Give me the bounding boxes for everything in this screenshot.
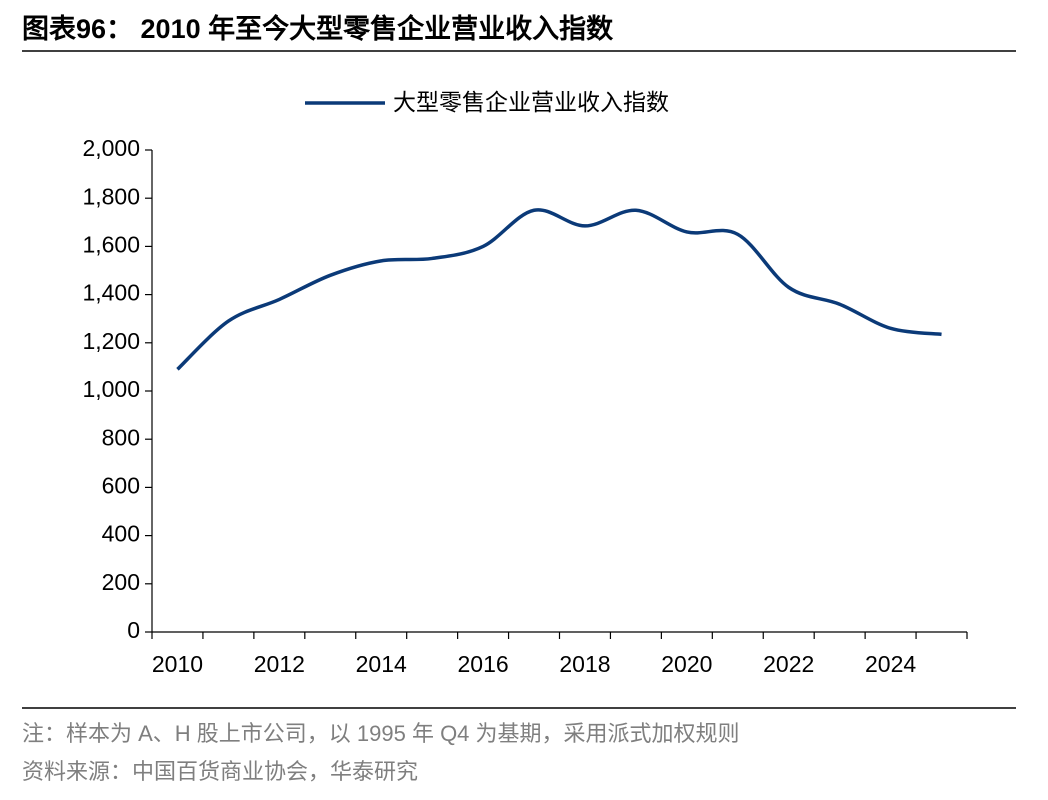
y-tick-label: 1,000 <box>82 376 140 402</box>
x-tick-label: 2024 <box>865 651 916 677</box>
x-tick-label: 2012 <box>254 651 305 677</box>
x-tick-label: 2018 <box>559 651 610 677</box>
x-tick-label: 2014 <box>356 651 407 677</box>
y-tick-label: 1,600 <box>82 231 140 257</box>
y-tick-label: 400 <box>102 521 140 547</box>
legend-label: 大型零售企业营业收入指数 <box>393 89 669 115</box>
y-tick-label: 1,400 <box>82 280 140 306</box>
y-tick-label: 200 <box>102 569 140 595</box>
x-tick-label: 2016 <box>458 651 509 677</box>
series-line <box>176 208 942 371</box>
y-tick-label: 1,200 <box>82 328 140 354</box>
note: 注：样本为 A、H 股上市公司，以 1995 年 Q4 为基期，采用派式加权规则 <box>22 721 740 746</box>
title: 图表96： 2010 年至今大型零售企业营业收入指数 <box>22 13 614 44</box>
source: 资料来源：中国百货商业协会，华泰研究 <box>22 759 418 784</box>
y-tick-label: 2,000 <box>82 135 140 161</box>
x-tick-label: 2020 <box>661 651 712 677</box>
y-tick-label: 1,800 <box>82 183 140 209</box>
y-tick-label: 0 <box>127 617 140 643</box>
x-tick-label: 2022 <box>763 651 814 677</box>
x-tick-label: 2010 <box>152 651 203 677</box>
plot: 0 200 400 600 800 1,000 1,200 1,400 1,600 1,800 2,… <box>82 89 968 677</box>
y-tick-label: 800 <box>102 424 140 450</box>
y-tick-label: 600 <box>102 472 140 498</box>
